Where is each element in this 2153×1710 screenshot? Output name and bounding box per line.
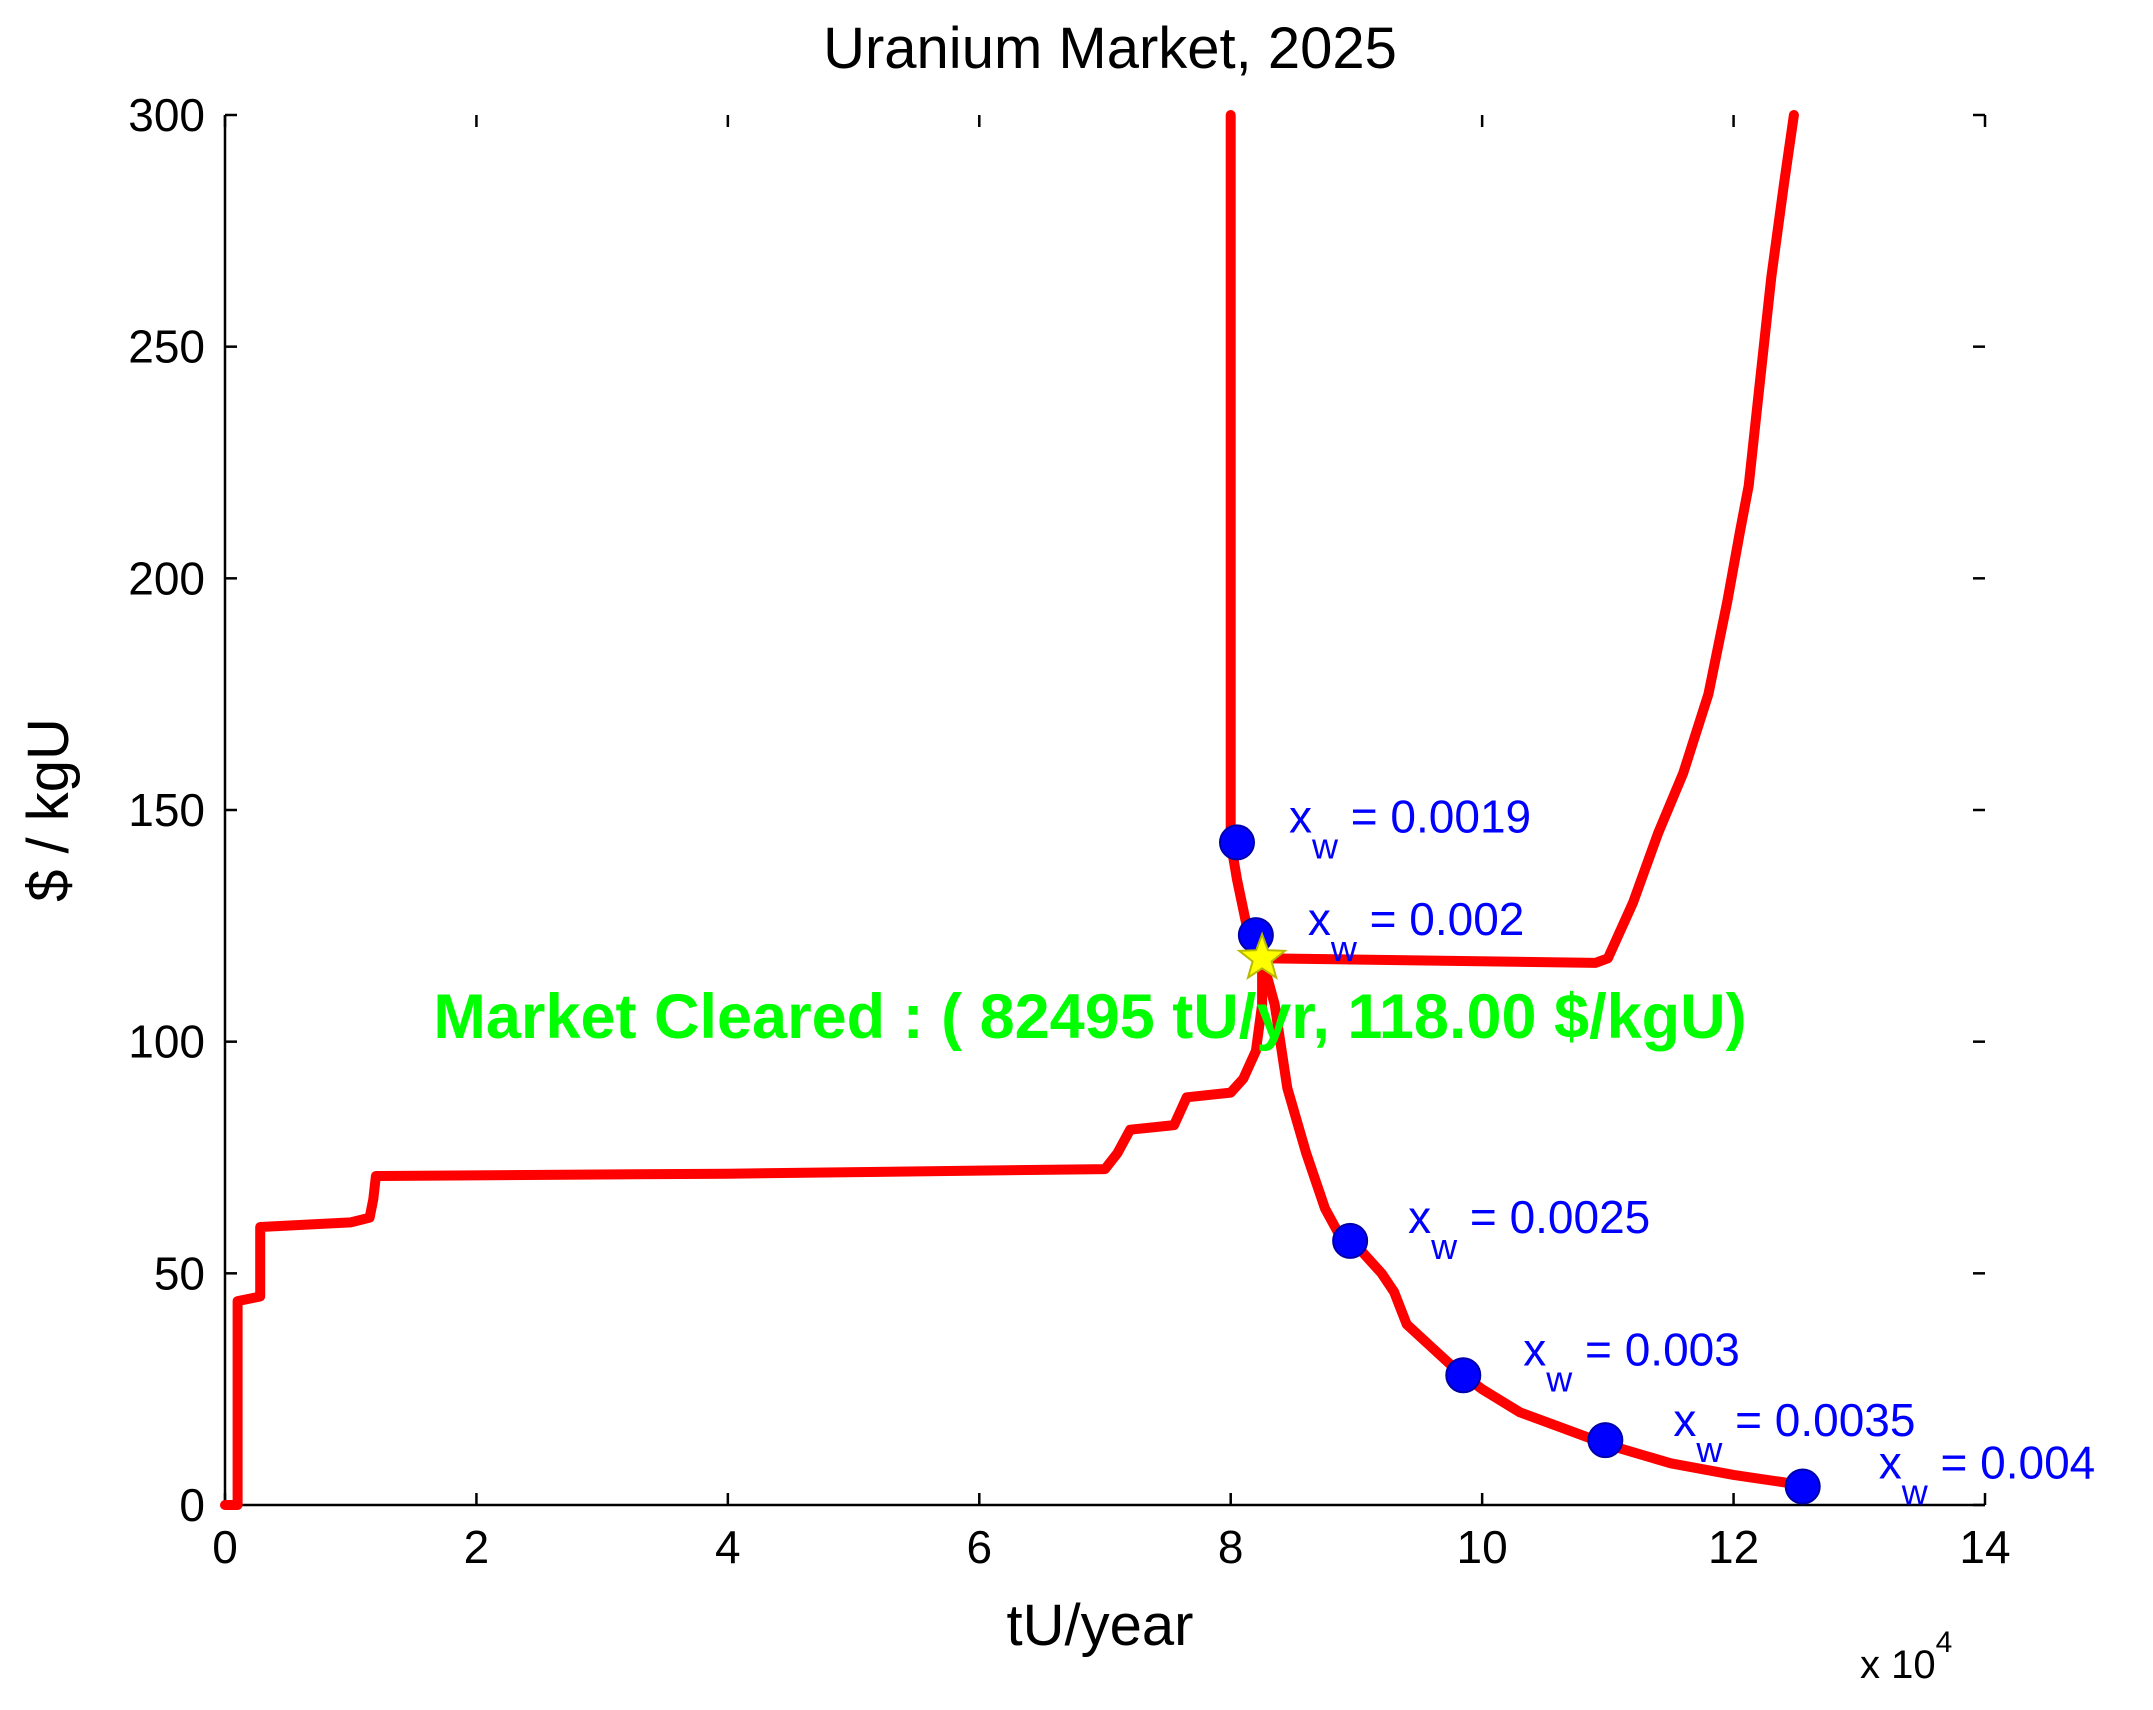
- x-tick-label: 2: [464, 1521, 490, 1573]
- xw-marker: [1445, 1357, 1482, 1394]
- axis-ticks: 0 2 4 6 8 10 12 14 0 50 100 150 200 250 300: [128, 89, 2010, 1573]
- xw-label-value: = 0.0035: [1722, 1394, 1915, 1446]
- xw-marker: [1784, 1468, 1821, 1505]
- xw-label-value: = 0.002: [1357, 893, 1525, 945]
- xw-label-subscript: w: [1545, 1358, 1573, 1399]
- xw-label-value: = 0.004: [1928, 1436, 2096, 1488]
- xw-label-value: = 0.003: [1572, 1323, 1740, 1375]
- x-tick-label: 10: [1457, 1521, 1508, 1573]
- market-curves: [220, 110, 1802, 1510]
- y-tick-label: 150: [128, 784, 205, 836]
- xw-label-symbol: x: [1408, 1191, 1431, 1243]
- x-tick-label: 8: [1218, 1521, 1244, 1573]
- xw-label-symbol: x: [1308, 893, 1331, 945]
- y-tick-label: 200: [128, 552, 205, 604]
- xw-label-subscript: w: [1901, 1471, 1929, 1512]
- plot-area: [223, 115, 1985, 1507]
- xw-label-subscript: w: [1695, 1429, 1723, 1470]
- market-cleared-label: Market Cleared : ( 82495 tU/yr, 118.00 $…: [433, 982, 1746, 1052]
- xw-markers: [1219, 824, 1821, 1505]
- xw-label-value: = 0.0019: [1338, 790, 1531, 842]
- supply-curve: [220, 110, 1799, 1510]
- xw-label-symbol: x: [1879, 1436, 1902, 1488]
- x-multiplier-exponent: 4: [1936, 1626, 1953, 1659]
- xw-marker: [1219, 824, 1255, 861]
- x-tick-label: 4: [715, 1521, 741, 1573]
- xw-label-subscript: w: [1330, 928, 1358, 969]
- x-tick-label: 14: [1959, 1521, 2010, 1573]
- xw-marker: [1587, 1422, 1624, 1459]
- xw-label: xw = 0.0025: [1408, 1191, 1650, 1267]
- x-tick-label: 6: [966, 1521, 992, 1573]
- xw-label: xw = 0.0019: [1289, 790, 1531, 866]
- x-tick-label: 0: [212, 1521, 238, 1573]
- y-tick-label: 50: [154, 1247, 205, 1299]
- xw-label: xw = 0.0035: [1673, 1394, 1915, 1470]
- y-axis-label: $ / kgU: [16, 718, 81, 902]
- x-multiplier-label: x 104: [1860, 1626, 1952, 1687]
- xw-label-subscript: w: [1430, 1226, 1458, 1267]
- xw-label: xw = 0.004: [1879, 1436, 2096, 1512]
- equilibrium-star-icon: [1236, 931, 1288, 981]
- xw-marker: [1332, 1222, 1369, 1259]
- y-tick-label: 0: [179, 1479, 205, 1531]
- xw-label-symbol: x: [1289, 790, 1312, 842]
- xw-label-value: = 0.0025: [1457, 1191, 1650, 1243]
- x-multiplier-base: x 10: [1860, 1643, 1936, 1687]
- market-equilibrium: Market Cleared : ( 82495 tU/yr, 118.00 $…: [433, 931, 1747, 1052]
- xw-label: xw = 0.002: [1308, 893, 1525, 969]
- xw-label-symbol: x: [1673, 1394, 1696, 1446]
- y-tick-label: 300: [128, 89, 205, 141]
- chart-title: Uranium Market, 2025: [823, 16, 1397, 81]
- y-tick-label: 100: [128, 1016, 205, 1068]
- xw-label: xw = 0.003: [1523, 1323, 1740, 1399]
- x-tick-label: 12: [1708, 1521, 1759, 1573]
- x-axis-label: tU/year: [1007, 1593, 1194, 1658]
- y-tick-label: 250: [128, 321, 205, 373]
- xw-label-subscript: w: [1311, 825, 1339, 866]
- xw-label-symbol: x: [1523, 1323, 1546, 1375]
